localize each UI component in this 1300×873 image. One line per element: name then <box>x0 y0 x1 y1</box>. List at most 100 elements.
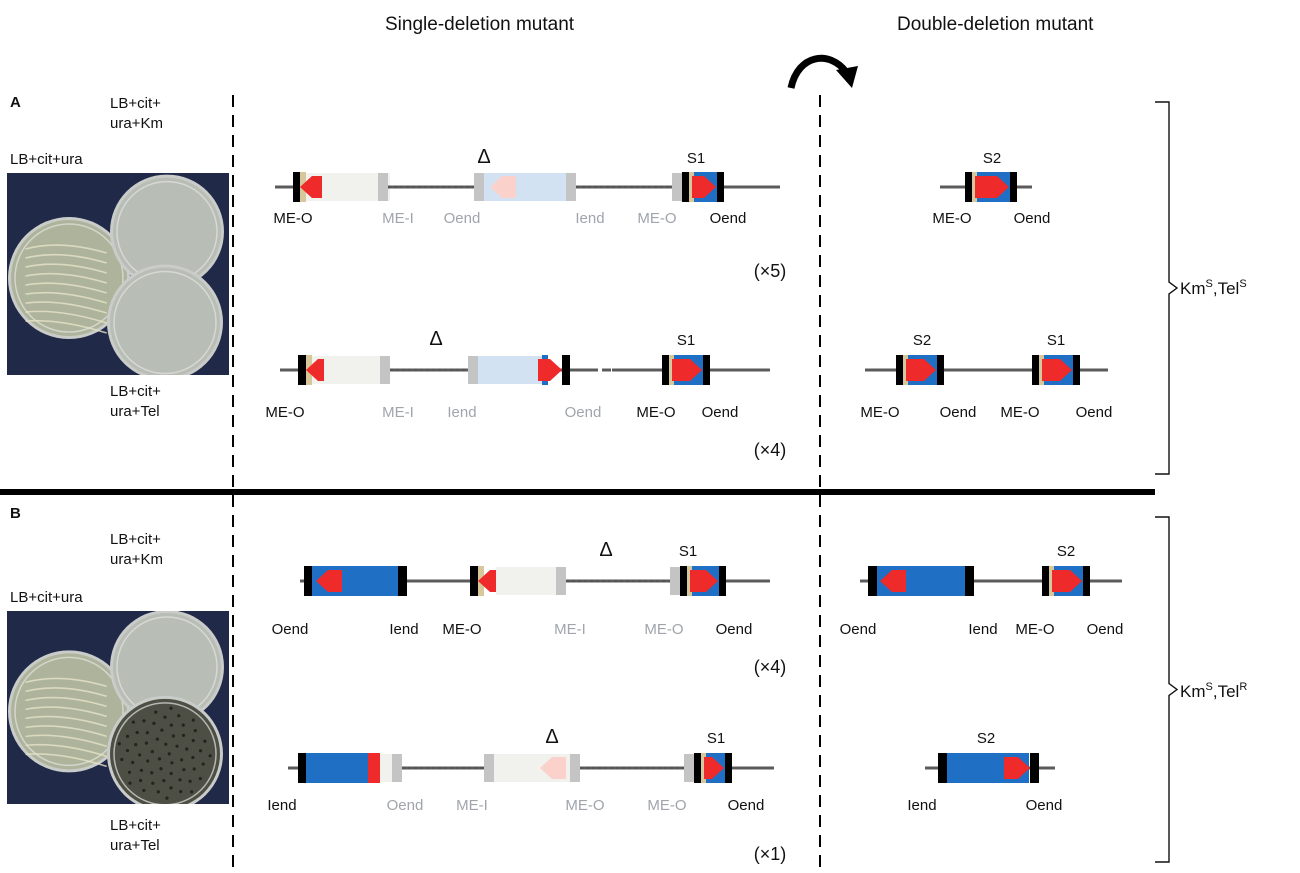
colony-dot <box>190 790 194 794</box>
delta-symbol: Δ <box>545 726 558 748</box>
phenotype-a: KmS,TelS <box>1180 278 1247 298</box>
colony-streak <box>25 291 107 304</box>
colony-dot <box>142 719 146 723</box>
colony-dot <box>167 752 171 756</box>
ghost-end-block <box>670 567 680 595</box>
colony-dot <box>179 790 183 794</box>
end-block <box>298 753 306 783</box>
colony-dot <box>120 757 124 762</box>
plate-agar <box>110 698 220 804</box>
segment-label: Oend <box>1014 210 1051 227</box>
colony-streak <box>25 244 107 254</box>
blue-segment <box>306 753 368 783</box>
panel-letter-a: A <box>10 94 21 111</box>
transposase-arrow-left <box>306 359 324 381</box>
colony-streak <box>25 687 107 698</box>
delta-symbol: Δ <box>599 539 612 561</box>
me-o-stripe <box>687 566 692 596</box>
curved-arrow-shaft <box>787 54 849 89</box>
colony-dot <box>159 767 163 771</box>
colony-dot <box>185 747 189 751</box>
me-o-stripe <box>701 753 706 783</box>
colony-dot <box>164 742 168 746</box>
construct-b2: Δ S1 Iend Oend ME-I ME-O ME-O Oend (×1) <box>267 726 786 864</box>
panel-divider <box>0 489 1155 495</box>
colony-dot <box>180 758 184 762</box>
segment-label: Iend <box>575 210 604 227</box>
end-block <box>1083 566 1090 596</box>
segment-label: Iend <box>447 404 476 421</box>
colony-dot <box>208 754 212 758</box>
isolate-count: (×5) <box>754 261 787 281</box>
element-tag: S1 <box>679 543 697 560</box>
end-block <box>680 566 687 596</box>
end-block <box>298 355 306 385</box>
end-block <box>703 355 710 385</box>
end-block <box>662 355 669 385</box>
colony-dot <box>160 728 164 732</box>
colony-streak <box>25 272 107 284</box>
construct-b1-double: S2 Oend Iend ME-O Oend <box>840 543 1124 638</box>
segment-label: Oend <box>1026 797 1063 814</box>
transposase-arrow-right <box>672 359 702 381</box>
segment-label: Iend <box>968 621 997 638</box>
colony-dot <box>151 781 155 785</box>
delta-symbol: Δ <box>477 146 490 168</box>
curved-arrow-head <box>836 66 858 88</box>
plate-label-b-control: LB+cit+ura <box>10 589 83 606</box>
colony-dot <box>150 749 154 754</box>
construct-b1: Δ S1 Oend Iend ME-O ME-I ME-O Oend (×4) <box>272 539 787 677</box>
colony-streak <box>25 319 107 334</box>
colony-dot <box>152 721 156 725</box>
end-block <box>1030 753 1039 783</box>
colony-streak <box>25 310 107 324</box>
end-block <box>937 355 944 385</box>
end-block <box>1073 355 1080 385</box>
segment-label: ME-O <box>442 621 481 638</box>
ghost-segment <box>380 754 392 782</box>
colony-streak <box>25 743 107 758</box>
segment-label: ME-O <box>265 404 304 421</box>
colony-dot <box>131 760 135 765</box>
colony-dot <box>175 744 179 748</box>
segment-label: Oend <box>710 210 747 227</box>
ghost-end-block <box>684 754 694 782</box>
colony-dot <box>157 757 162 761</box>
end-block <box>965 566 974 596</box>
me-o-stripe <box>1039 355 1044 385</box>
colony-dot <box>150 771 154 775</box>
end-block <box>304 566 312 596</box>
segment-label: ME-I <box>382 210 414 227</box>
plate-inner-ring <box>14 656 124 767</box>
colony-dot <box>169 723 173 727</box>
colony-dot <box>169 771 173 776</box>
transposase-arrow-right <box>692 176 716 198</box>
segment-label: Oend <box>444 210 481 227</box>
construct-a2-double: S2 S1 ME-O Oend ME-O Oend <box>860 332 1112 421</box>
colony-dot <box>127 770 132 774</box>
construct-a1: Δ S1 ME-O ME-I Oend Iend ME-O Oend (×5) <box>273 146 786 281</box>
colony-streak <box>25 715 107 728</box>
ghost-arrow <box>540 757 566 779</box>
brace-b <box>1155 516 1179 863</box>
segment-label: Iend <box>907 797 936 814</box>
isolate-count: (×1) <box>754 844 787 864</box>
ghost-end-block <box>570 754 580 782</box>
colony-dot <box>125 734 130 738</box>
end-block <box>725 753 732 783</box>
me-o-stripe <box>689 172 694 202</box>
plate-photo-a-image <box>7 173 229 375</box>
colony-streak <box>25 696 107 708</box>
end-block <box>719 566 726 596</box>
colony-dot <box>138 778 143 783</box>
element-tag: S2 <box>913 332 931 349</box>
colony-dot <box>169 706 173 710</box>
colony-dot <box>139 768 144 772</box>
segment-label: Oend <box>1087 621 1124 638</box>
transposase-arrow-right <box>906 359 936 381</box>
segment-label: Oend <box>1076 404 1113 421</box>
segment-label: Oend <box>728 797 765 814</box>
colony-dot <box>144 741 149 745</box>
